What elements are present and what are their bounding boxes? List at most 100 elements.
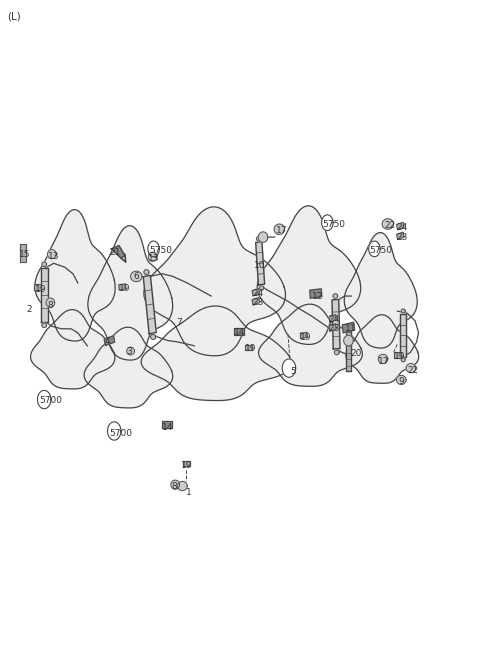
Text: 14: 14	[162, 422, 174, 432]
Polygon shape	[346, 328, 351, 371]
Polygon shape	[131, 271, 142, 282]
Text: 17: 17	[276, 226, 288, 235]
Polygon shape	[88, 226, 173, 360]
Text: 24: 24	[396, 223, 407, 233]
Polygon shape	[151, 335, 156, 339]
Text: 19: 19	[394, 352, 405, 362]
Text: 24: 24	[329, 315, 340, 324]
Polygon shape	[141, 306, 291, 401]
Polygon shape	[282, 359, 296, 377]
Text: 24: 24	[252, 289, 263, 298]
Polygon shape	[406, 364, 416, 373]
Polygon shape	[31, 310, 115, 389]
Polygon shape	[144, 270, 149, 274]
Text: 14: 14	[234, 328, 246, 337]
Text: 7: 7	[177, 318, 182, 327]
Text: (L): (L)	[7, 12, 21, 22]
Text: 20: 20	[350, 349, 362, 358]
Polygon shape	[396, 232, 404, 240]
Polygon shape	[252, 288, 260, 296]
Text: 3: 3	[126, 347, 132, 356]
Polygon shape	[178, 481, 187, 491]
Polygon shape	[41, 268, 48, 322]
Polygon shape	[171, 480, 180, 489]
Polygon shape	[335, 350, 339, 355]
Text: 8: 8	[172, 481, 178, 491]
Polygon shape	[37, 390, 51, 409]
Polygon shape	[183, 461, 190, 466]
Polygon shape	[34, 284, 41, 290]
Text: 21: 21	[109, 248, 121, 257]
Polygon shape	[148, 241, 159, 257]
Polygon shape	[329, 324, 336, 331]
Text: 12: 12	[312, 291, 324, 301]
Polygon shape	[300, 332, 307, 339]
Text: 1: 1	[186, 488, 192, 497]
Polygon shape	[344, 233, 417, 348]
Polygon shape	[258, 232, 268, 242]
Text: 23: 23	[396, 233, 408, 242]
Text: 5750: 5750	[323, 219, 346, 229]
Polygon shape	[401, 309, 405, 313]
Polygon shape	[252, 297, 260, 305]
Text: 5700: 5700	[39, 396, 62, 405]
Text: 5: 5	[290, 367, 296, 376]
Polygon shape	[46, 298, 55, 307]
Text: 5700: 5700	[109, 429, 132, 438]
Polygon shape	[344, 335, 353, 346]
Polygon shape	[256, 236, 261, 241]
Text: 8: 8	[47, 301, 53, 310]
Polygon shape	[42, 262, 47, 267]
Polygon shape	[322, 215, 333, 231]
Polygon shape	[144, 207, 286, 356]
Text: 17: 17	[378, 357, 390, 366]
Polygon shape	[84, 328, 173, 408]
Polygon shape	[394, 352, 401, 358]
Polygon shape	[245, 345, 252, 350]
Text: 19: 19	[181, 460, 193, 470]
Polygon shape	[42, 323, 47, 328]
Text: 22: 22	[384, 221, 395, 231]
Polygon shape	[127, 347, 134, 355]
Polygon shape	[35, 210, 115, 341]
Polygon shape	[400, 314, 406, 356]
Polygon shape	[346, 315, 419, 383]
Text: 6: 6	[133, 272, 139, 281]
Polygon shape	[332, 299, 340, 349]
Text: 22: 22	[407, 365, 418, 375]
Polygon shape	[119, 284, 126, 290]
Polygon shape	[329, 314, 336, 322]
Text: 23: 23	[329, 324, 340, 333]
Polygon shape	[108, 422, 121, 440]
Text: 13: 13	[48, 252, 60, 261]
Polygon shape	[310, 289, 322, 298]
Text: 23: 23	[252, 298, 264, 307]
Text: 5750: 5750	[370, 246, 393, 255]
Text: 19: 19	[245, 344, 256, 353]
Polygon shape	[148, 252, 157, 261]
Polygon shape	[401, 358, 405, 362]
Polygon shape	[369, 241, 380, 257]
Text: 5750: 5750	[149, 246, 172, 255]
Polygon shape	[48, 250, 56, 259]
Polygon shape	[259, 304, 362, 386]
Text: 9: 9	[398, 377, 404, 386]
Polygon shape	[234, 328, 244, 335]
Polygon shape	[260, 286, 264, 290]
Polygon shape	[396, 375, 406, 384]
Text: 2: 2	[26, 305, 32, 314]
Polygon shape	[333, 293, 337, 298]
Polygon shape	[342, 322, 355, 333]
Polygon shape	[396, 222, 404, 230]
Polygon shape	[20, 244, 26, 262]
Text: 13: 13	[148, 254, 159, 263]
Text: 15: 15	[19, 250, 31, 259]
Text: 19: 19	[119, 284, 131, 293]
Polygon shape	[111, 246, 125, 258]
Polygon shape	[256, 242, 264, 285]
Text: 10: 10	[254, 261, 266, 270]
Polygon shape	[143, 275, 156, 334]
Polygon shape	[162, 421, 172, 428]
Polygon shape	[382, 219, 394, 229]
Polygon shape	[378, 354, 388, 364]
